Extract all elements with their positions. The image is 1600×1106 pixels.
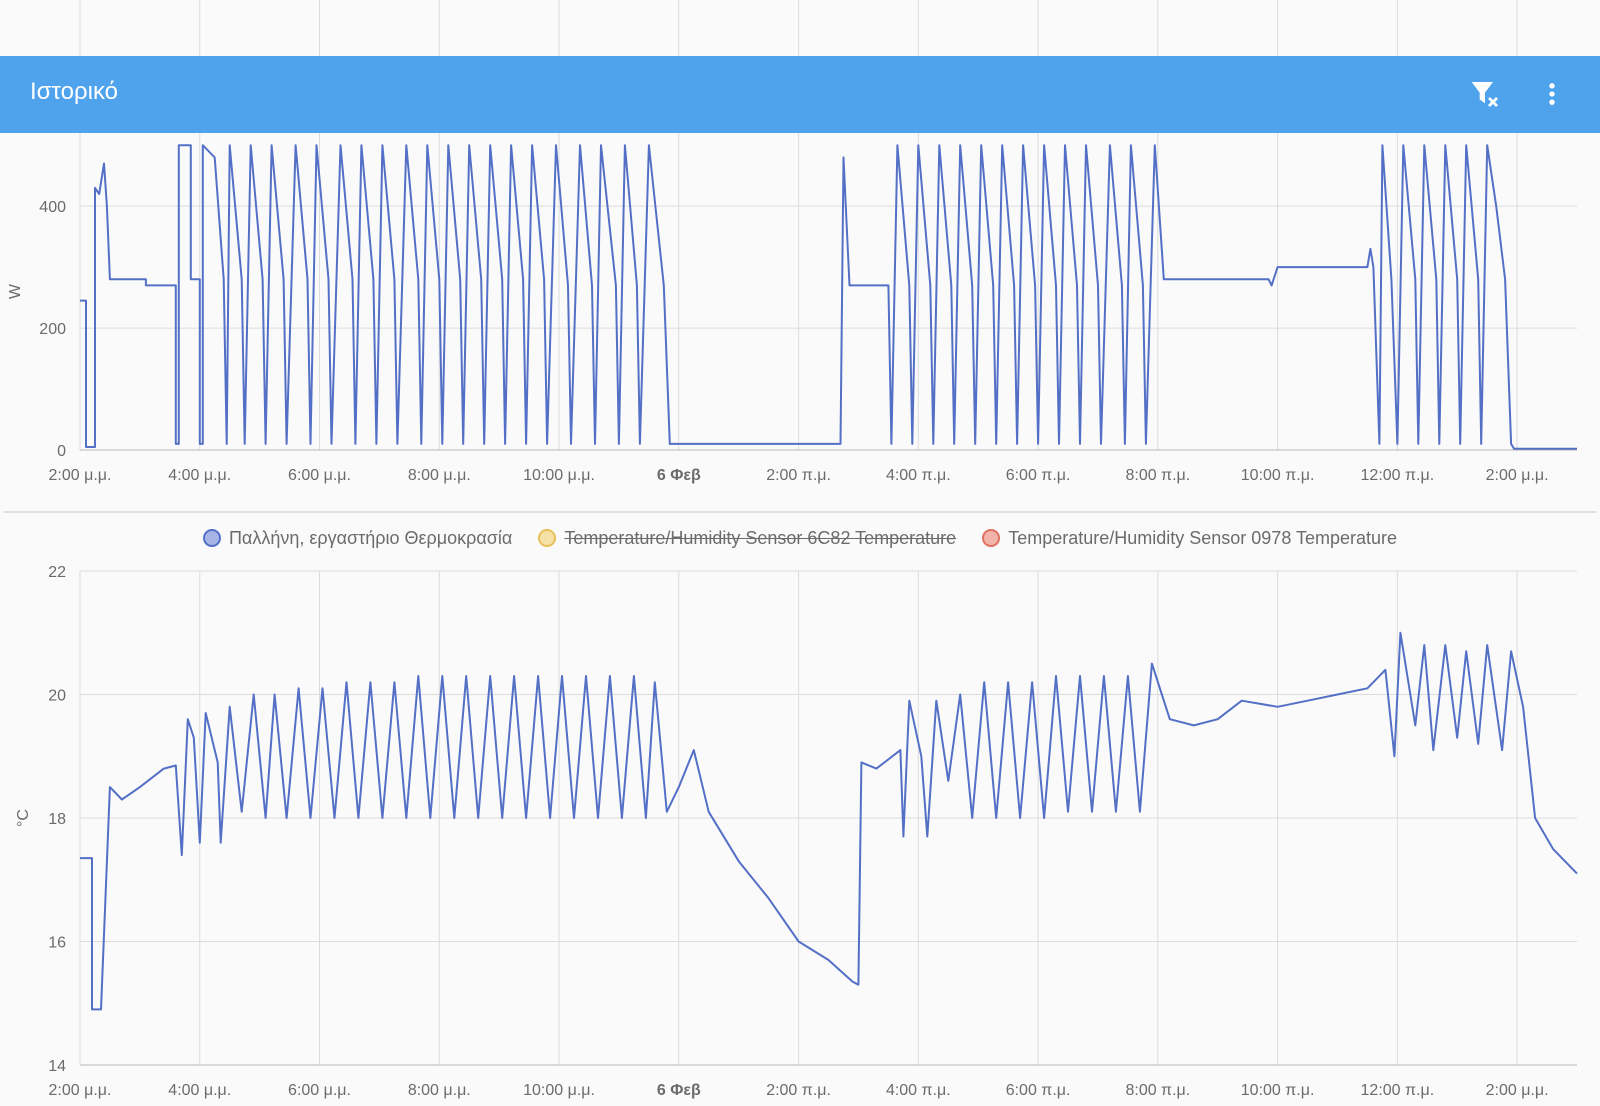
chart-1-xtick-9: 8:00 π.μ. [1125,467,1190,484]
legend-label-sensor-6c82: Temperature/Humidity Sensor 6C82 Tempera… [564,527,957,548]
legend-item-pallini[interactable]: Παλλήνη, εργαστήριο Θερμοκρασία [202,527,513,549]
chart-1-ylabel: W [7,283,24,299]
chart-2-xtick-10: 10:00 π.μ. [1241,1082,1315,1099]
chart-1-xtick-8: 6:00 π.μ. [1006,467,1071,484]
filter-remove-icon [1471,82,1498,107]
temperature-chart: 14 16 18 20 22 2:00 μ.μ. 4:00 μ.μ. 6:00 μ.μ. 8:0… [15,564,1578,1099]
more-vertical-icon [1549,83,1555,105]
chart-1-xtick-4: 10:00 μ.μ. [523,467,595,484]
chart-2-ytick-4: 22 [48,564,66,581]
chart-1-xtick-7: 4:00 π.μ. [886,467,951,484]
chart-separator [4,511,1596,513]
app-header: Ιστορικό [0,56,1600,133]
chart-2-xtick-5: 6 Φεβ [657,1082,701,1099]
chart-1-series-0-line[interactable] [80,144,1577,450]
chart-1-xtick-2: 6:00 μ.μ. [288,467,351,484]
chart-1-xtick-3: 8:00 μ.μ. [408,467,471,484]
legend-item-sensor-6c82[interactable]: Temperature/Humidity Sensor 6C82 Tempera… [538,528,956,549]
legend-label-sensor-0978: Temperature/Humidity Sensor 0978 Tempera… [1008,527,1398,548]
chart-2-xtick-12: 2:00 μ.μ. [1486,1082,1549,1099]
chart-1-ytick-2: 400 [39,199,66,216]
legend-dot-sensor-0978 [982,529,1001,547]
chart-2-xtick-9: 8:00 π.μ. [1125,1082,1190,1099]
chart-2-ytick-3: 20 [48,688,66,705]
temperature-legend: Παλλήνη, εργαστήριο Θερμοκρασία Temperat… [0,524,1600,552]
chart-1-xtick-11: 12:00 π.μ. [1361,467,1435,484]
chart-2-xtick-0: 2:00 μ.μ. [49,1082,112,1099]
chart-2-ytick-2: 18 [48,811,66,828]
chart-2-ytick-0: 14 [48,1058,66,1075]
more-options-button[interactable] [1532,74,1572,114]
chart-1-xtick-10: 10:00 π.μ. [1241,467,1315,484]
legend-label-pallini: Παλλήνη, εργαστήριο Θερμοκρασία [228,527,513,548]
chart-1-xtick-12: 2:00 μ.μ. [1486,467,1549,484]
clear-filter-button[interactable] [1465,74,1505,114]
chart-1-ytick-0: 0 [57,443,66,460]
chart-1-xtick-0: 2:00 μ.μ. [49,467,112,484]
chart-2-xtick-1: 4:00 μ.μ. [168,1082,231,1099]
chart-2-xtick-6: 2:00 π.μ. [766,1082,831,1099]
chart-2-xtick-11: 12:00 π.μ. [1361,1082,1435,1099]
chart-2-ylabel: °C [15,809,32,827]
legend-dot-sensor-6c82 [538,529,557,547]
chart-2-series-0-line[interactable] [80,631,1578,1011]
chart-1-xtick-6: 2:00 π.μ. [766,467,831,484]
chart-1-xtick-1: 4:00 μ.μ. [168,467,231,484]
chart-2-xtick-4: 10:00 μ.μ. [523,1082,595,1099]
chart-1-xtick-5: 6 Φεβ [657,467,701,484]
legend-item-sensor-0978[interactable]: Temperature/Humidity Sensor 0978 Tempera… [982,528,1397,549]
chart-2-ytick-1: 16 [48,935,66,952]
chart-2-xtick-8: 6:00 π.μ. [1006,1082,1071,1099]
chart-2-xtick-3: 8:00 μ.μ. [408,1082,471,1099]
legend-dot-pallini [202,529,221,547]
page-title: Ιστορικό [30,78,119,105]
chart-2-xtick-2: 6:00 μ.μ. [288,1082,351,1099]
chart-2-xtick-7: 4:00 π.μ. [886,1082,951,1099]
chart-1-ytick-1: 200 [39,321,66,338]
